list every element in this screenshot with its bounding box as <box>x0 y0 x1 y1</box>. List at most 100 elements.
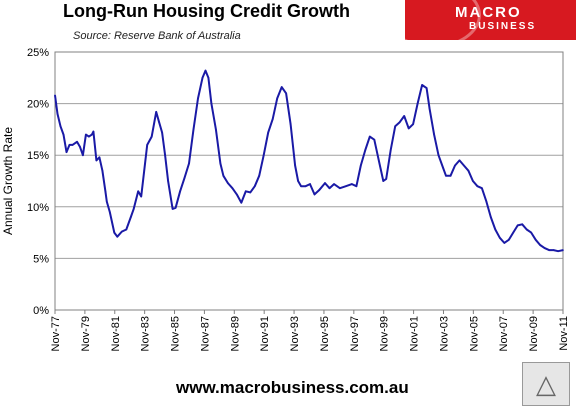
data-point <box>416 102 419 105</box>
data-point <box>146 144 148 146</box>
data-point <box>215 128 217 131</box>
data-point <box>499 237 501 239</box>
data-point <box>171 208 174 210</box>
y-tick-label: 20% <box>27 99 49 111</box>
data-point <box>421 84 423 86</box>
data-point <box>132 208 135 210</box>
data-point <box>98 156 101 159</box>
data-point <box>258 175 261 177</box>
chart-source: Source: Reserve Bank of Australia <box>73 30 241 42</box>
data-point <box>394 125 397 128</box>
data-point <box>113 231 116 234</box>
data-point <box>385 178 388 180</box>
data-point <box>71 144 74 146</box>
y-tick-label: 0% <box>33 305 49 317</box>
data-point <box>490 216 492 218</box>
data-point <box>345 185 347 187</box>
data-point <box>104 190 107 193</box>
data-point <box>442 166 444 169</box>
data-point <box>437 154 440 156</box>
data-point <box>116 235 119 238</box>
data-point <box>530 231 532 234</box>
data-point <box>54 94 56 97</box>
data-point <box>476 185 479 187</box>
data-point <box>188 162 190 165</box>
y-axis-label: Annual Growth Rate <box>1 127 15 235</box>
y-tick-label: 15% <box>27 150 49 162</box>
logo-swoosh <box>405 0 481 40</box>
data-point <box>382 180 385 182</box>
data-point <box>85 133 87 136</box>
x-tick-label: Nov-03 <box>438 316 450 351</box>
data-point <box>271 118 274 120</box>
x-tick-label: Nov-85 <box>170 316 182 351</box>
data-point <box>222 175 225 177</box>
data-point <box>428 108 431 110</box>
data-point <box>285 92 287 95</box>
data-point <box>472 180 474 182</box>
data-point <box>62 133 65 136</box>
x-tick-label: Nov-95 <box>319 316 331 351</box>
data-point <box>309 183 311 185</box>
data-point <box>398 121 401 123</box>
data-point <box>512 231 514 234</box>
data-point <box>249 191 252 194</box>
data-point <box>463 164 465 167</box>
wolf-logo-icon: △ <box>522 362 570 406</box>
x-tick-label: Nov-91 <box>259 316 271 351</box>
data-point <box>204 69 207 72</box>
data-point <box>318 189 320 192</box>
data-point <box>339 187 341 189</box>
y-tick-label: 25% <box>27 47 49 59</box>
data-point <box>179 190 181 193</box>
data-point <box>521 223 523 226</box>
x-tick-label: Nov-81 <box>110 316 122 351</box>
data-point <box>389 149 392 151</box>
data-point <box>197 97 199 100</box>
y-tick-label: 10% <box>27 202 49 214</box>
x-tick-label: Nov-89 <box>229 316 241 351</box>
x-tick-label: Nov-79 <box>80 316 92 351</box>
x-tick-label: Nov-77 <box>50 316 62 351</box>
data-point <box>403 115 406 117</box>
x-tick-label: Nov-09 <box>528 316 540 351</box>
data-point <box>158 121 160 123</box>
data-point <box>516 224 519 227</box>
data-point <box>276 97 279 100</box>
data-point <box>82 154 84 156</box>
data-point <box>297 180 299 182</box>
data-point <box>373 138 376 141</box>
data-point <box>109 211 111 213</box>
data-point <box>150 135 153 138</box>
data-point <box>236 193 238 196</box>
data-point <box>59 125 62 128</box>
data-point <box>328 187 331 189</box>
data-point <box>294 164 296 167</box>
data-point <box>467 169 470 172</box>
data-point <box>557 250 559 252</box>
data-point <box>355 185 358 187</box>
x-tick-label: Nov-01 <box>409 316 421 351</box>
data-point <box>360 164 362 167</box>
data-point <box>508 239 510 241</box>
x-tick-label: Nov-87 <box>199 316 211 351</box>
data-point <box>485 200 488 203</box>
data-point <box>121 230 123 233</box>
data-point <box>79 146 81 148</box>
website-url[interactable]: www.macrobusiness.com.au <box>176 378 409 397</box>
data-point <box>254 185 256 187</box>
data-point <box>95 159 98 162</box>
data-point <box>76 141 78 143</box>
data-point <box>101 169 104 172</box>
data-point <box>161 131 163 134</box>
y-tick-label: 5% <box>33 253 49 265</box>
data-point <box>155 111 157 113</box>
data-point <box>300 185 302 187</box>
data-point <box>267 131 270 134</box>
data-point <box>192 128 195 131</box>
data-point <box>289 123 292 125</box>
macrobusiness-logo[interactable]: MACRO BUSINESS <box>405 0 576 40</box>
data-point <box>548 249 550 251</box>
data-point <box>262 154 265 156</box>
data-point <box>458 159 461 162</box>
